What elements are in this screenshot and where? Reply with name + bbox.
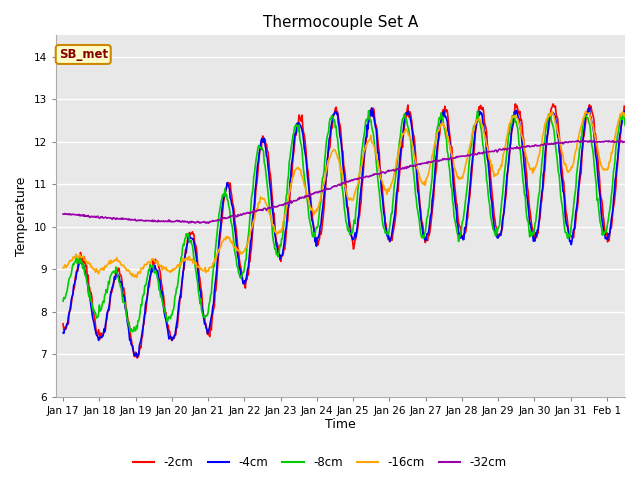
Y-axis label: Temperature: Temperature xyxy=(15,176,28,256)
Title: Thermocouple Set A: Thermocouple Set A xyxy=(263,15,418,30)
Legend: -2cm, -4cm, -8cm, -16cm, -32cm: -2cm, -4cm, -8cm, -16cm, -32cm xyxy=(129,452,511,474)
Text: SB_met: SB_met xyxy=(59,48,108,61)
X-axis label: Time: Time xyxy=(325,419,356,432)
